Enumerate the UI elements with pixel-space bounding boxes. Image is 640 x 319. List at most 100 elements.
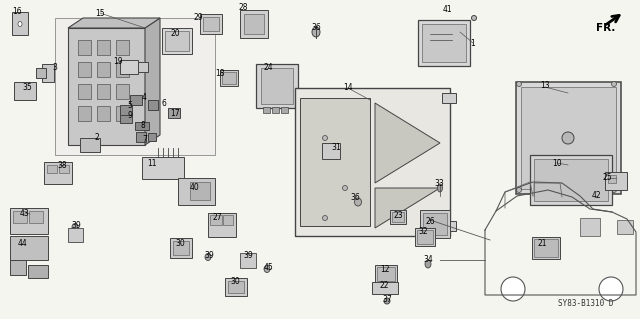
Bar [120,105,132,115]
Bar [423,213,447,235]
Text: 28: 28 [238,4,248,12]
Polygon shape [145,18,160,145]
Text: 19: 19 [113,57,123,66]
Text: 35: 35 [22,83,32,92]
Polygon shape [190,182,210,200]
Bar [120,60,138,74]
Text: 20: 20 [170,28,180,38]
Polygon shape [375,188,440,228]
Bar [135,122,149,130]
Bar [256,64,298,108]
Ellipse shape [562,132,574,144]
Text: 43: 43 [20,209,30,218]
Ellipse shape [312,27,320,37]
Text: 29: 29 [193,12,203,21]
Bar [415,228,435,246]
Text: 10: 10 [552,159,562,167]
Bar [59,165,69,173]
Bar [516,82,621,194]
Bar [375,265,397,283]
Bar [78,84,91,99]
Polygon shape [375,103,440,183]
Text: 36: 36 [311,24,321,33]
Bar [42,64,54,82]
Polygon shape [14,82,36,100]
Bar [97,84,110,99]
Bar [605,172,627,190]
Text: 45: 45 [263,263,273,271]
Text: 17: 17 [170,108,180,117]
Bar [120,115,132,123]
Text: 3: 3 [52,63,58,72]
Ellipse shape [438,184,442,192]
Bar [377,267,395,281]
Text: FR.: FR. [596,23,616,33]
Polygon shape [68,28,145,145]
Bar [44,162,72,184]
Text: 5: 5 [127,101,132,110]
Bar [208,213,236,237]
Bar [281,107,288,113]
Ellipse shape [355,198,362,206]
Bar [10,236,48,260]
Bar [203,17,219,31]
Bar [170,238,192,258]
Text: 13: 13 [540,80,550,90]
Bar [173,241,189,255]
Ellipse shape [501,277,525,301]
Text: 32: 32 [418,227,428,236]
Bar [372,282,398,294]
Polygon shape [12,12,28,35]
Bar [422,24,466,62]
Bar [97,62,110,77]
Text: 16: 16 [12,8,22,17]
Polygon shape [10,260,26,275]
Bar [13,211,27,223]
Ellipse shape [245,255,251,262]
Text: 30: 30 [230,278,240,286]
Bar [78,62,91,77]
Text: 31: 31 [331,143,341,152]
Bar [580,218,600,236]
Bar [116,62,129,77]
Bar [130,95,142,105]
Bar [392,212,404,222]
Ellipse shape [516,81,522,86]
Text: 44: 44 [18,239,28,248]
Text: 41: 41 [442,4,452,13]
Bar [36,68,46,78]
Text: 15: 15 [95,9,105,18]
Bar [240,10,268,38]
Ellipse shape [323,136,328,140]
Bar [418,20,470,66]
Bar [420,210,450,238]
Ellipse shape [342,186,348,190]
Polygon shape [68,18,160,28]
Bar [68,228,83,242]
Text: 6: 6 [161,99,166,108]
Polygon shape [178,178,215,205]
Bar [142,157,184,179]
Text: 33: 33 [434,179,444,188]
Ellipse shape [599,277,623,301]
Text: 14: 14 [343,84,353,93]
Text: 18: 18 [215,69,225,78]
Text: SY83-B1310 D: SY83-B1310 D [558,299,614,308]
Text: 22: 22 [380,280,388,290]
Text: 42: 42 [591,190,601,199]
Text: 30: 30 [175,239,185,248]
Ellipse shape [425,260,431,268]
Text: 4: 4 [141,93,147,102]
Ellipse shape [516,188,522,192]
Text: 26: 26 [425,218,435,226]
Bar [225,278,247,296]
Bar [261,68,293,104]
Bar [534,239,558,257]
Bar [220,70,238,86]
Bar [272,107,279,113]
Bar [417,230,433,244]
Bar [136,132,146,142]
Bar [442,221,456,231]
Bar [97,40,110,55]
Bar [442,93,456,103]
